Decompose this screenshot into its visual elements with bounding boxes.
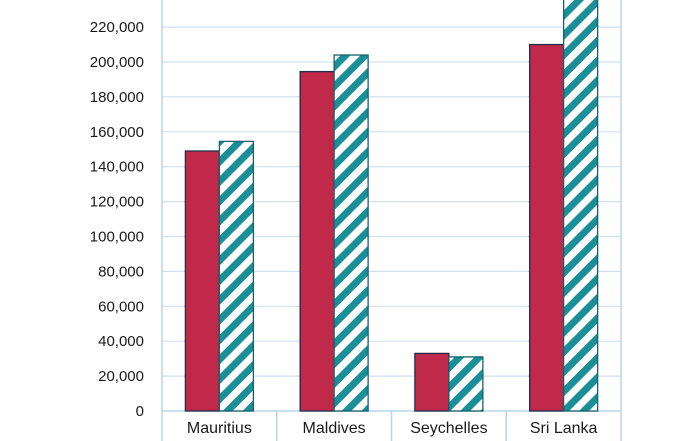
bar-sri-lanka-series-2 — [562, 0, 599, 412]
y-tick-label: 140,000 — [90, 159, 144, 176]
y-tick-label: 120,000 — [90, 194, 144, 211]
y-tick-label: 0 — [136, 403, 144, 420]
x-category-label: Mauritius — [187, 420, 252, 437]
y-axis-tick-labels: 0 20,000 40,000 60,000 80,000 100,000 120,000 1… — [90, 19, 144, 420]
y-tick-label: 200,000 — [90, 54, 144, 71]
y-tick-label: 80,000 — [98, 263, 144, 280]
x-axis-category-labels: Mauritius Maldives Seychelles Sri Lanka — [187, 420, 598, 437]
bar-mauritius-series-2 — [218, 140, 255, 412]
y-tick-label: 100,000 — [90, 229, 144, 246]
bar-sri-lanka-series-1 — [528, 43, 565, 412]
bars — [184, 0, 599, 412]
x-category-label: Sri Lanka — [530, 420, 598, 437]
x-category-label: Seychelles — [410, 420, 487, 437]
x-category-label: Maldives — [303, 420, 366, 437]
bar-maldives-series-1 — [299, 70, 335, 412]
y-tick-label: 180,000 — [90, 89, 144, 106]
bar-seychelles-series-2 — [448, 356, 484, 412]
y-tick-label: 20,000 — [98, 368, 144, 385]
bar-seychelles-series-1 — [414, 352, 450, 412]
y-tick-label: 220,000 — [90, 19, 144, 36]
y-tick-label: 40,000 — [98, 333, 144, 350]
y-tick-label: 60,000 — [98, 298, 144, 315]
bar-mauritius-series-1 — [184, 150, 221, 412]
bar-maldives-series-2 — [333, 54, 369, 412]
y-tick-label: 160,000 — [90, 124, 144, 141]
